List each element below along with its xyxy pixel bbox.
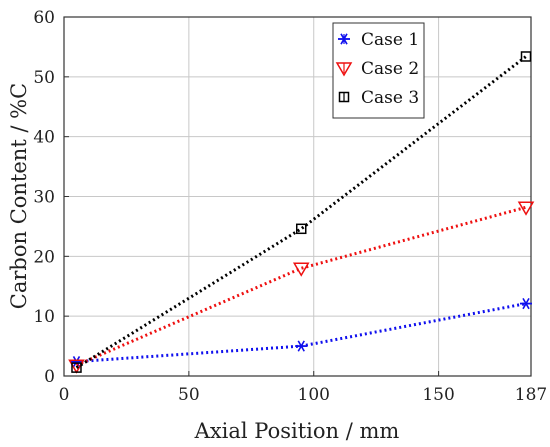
data-point xyxy=(295,223,307,235)
y-tick-label: 30 xyxy=(33,188,55,208)
data-point xyxy=(295,340,308,352)
legend-marker xyxy=(338,33,350,45)
x-tick-label: 187 xyxy=(515,385,547,405)
series-line xyxy=(75,205,527,367)
y-tick-label: 50 xyxy=(33,68,55,88)
y-tick-label: 10 xyxy=(33,307,55,327)
y-tick-label: 40 xyxy=(33,128,55,148)
series-layer xyxy=(68,51,535,374)
y-tick-label: 20 xyxy=(33,247,55,267)
series-3 xyxy=(71,51,532,373)
legend-item: Case 3 xyxy=(338,88,419,108)
data-point xyxy=(68,359,85,374)
data-point xyxy=(517,201,535,216)
series-line xyxy=(76,302,527,364)
x-tick-label: 0 xyxy=(59,385,70,405)
y-tick-label: 0 xyxy=(44,367,55,387)
y-tick-label: 60 xyxy=(33,8,55,28)
x-tick-label: 50 xyxy=(178,385,200,405)
legend-marker xyxy=(335,62,353,77)
series-1 xyxy=(70,298,533,368)
tick-labels: 0 50 100 150 187 0 10 20 30 40 50 60 xyxy=(33,8,547,405)
data-point xyxy=(520,51,532,62)
data-point xyxy=(292,262,310,277)
series-2 xyxy=(68,201,535,374)
grid xyxy=(64,17,531,376)
legend-item: Case 2 xyxy=(335,59,419,79)
x-axis-title: Axial Position / mm xyxy=(194,419,400,443)
y-axis-title: Carbon Content / %C xyxy=(7,83,31,309)
x-tick-label: 100 xyxy=(298,385,330,405)
legend-label: Case 1 xyxy=(361,30,419,50)
legend-item: Case 1 xyxy=(338,30,419,50)
x-tick-label: 150 xyxy=(422,385,454,405)
legend-marker xyxy=(338,91,350,103)
legend-label: Case 3 xyxy=(361,88,419,108)
data-point xyxy=(71,362,82,373)
legend: Case 1 Case 2 Case 3 xyxy=(332,22,425,119)
series-line xyxy=(75,55,527,369)
legend-label: Case 2 xyxy=(361,59,419,79)
data-point xyxy=(520,298,533,310)
